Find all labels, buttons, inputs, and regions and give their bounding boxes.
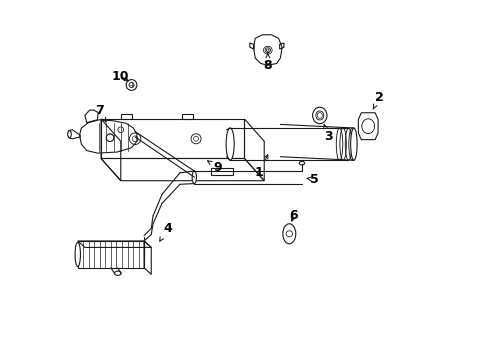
Ellipse shape xyxy=(75,242,80,266)
Text: 7: 7 xyxy=(95,104,106,122)
Text: 9: 9 xyxy=(207,161,222,174)
Text: 10: 10 xyxy=(112,69,129,82)
Ellipse shape xyxy=(126,80,137,90)
Text: 6: 6 xyxy=(289,210,297,222)
Ellipse shape xyxy=(312,107,326,124)
Text: 1: 1 xyxy=(254,155,267,179)
Ellipse shape xyxy=(67,131,71,138)
Ellipse shape xyxy=(225,128,234,160)
Ellipse shape xyxy=(282,224,295,244)
Text: 2: 2 xyxy=(372,91,383,109)
Ellipse shape xyxy=(350,128,356,160)
Text: 5: 5 xyxy=(306,173,318,186)
Text: 8: 8 xyxy=(263,53,271,72)
Ellipse shape xyxy=(114,271,121,275)
Ellipse shape xyxy=(299,161,304,165)
Ellipse shape xyxy=(192,171,196,184)
Text: 4: 4 xyxy=(160,222,171,241)
Text: 3: 3 xyxy=(323,125,332,144)
